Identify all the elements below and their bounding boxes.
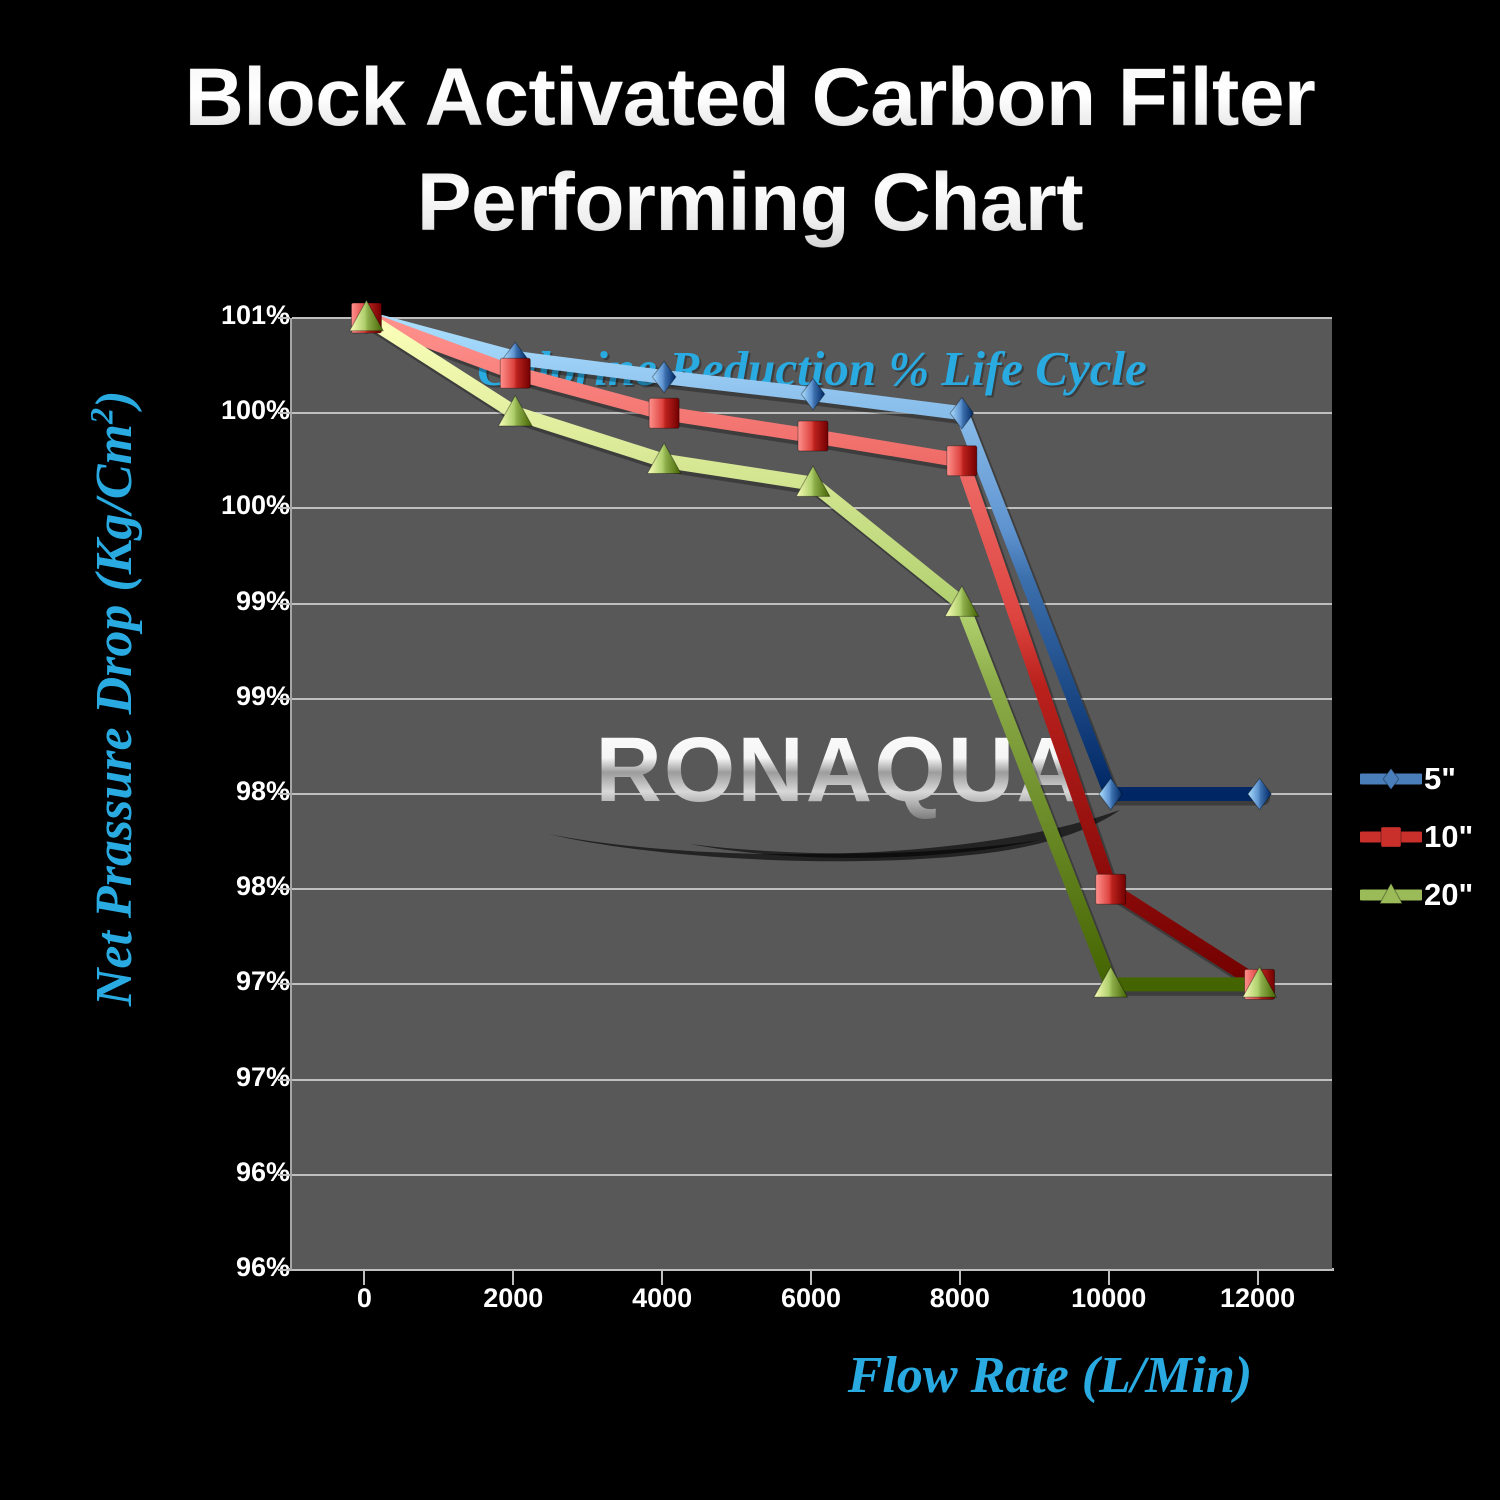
- y-tick-label: 99%: [235, 585, 290, 616]
- y-tick-mark: [278, 317, 290, 319]
- y-tick-mark: [278, 1269, 290, 1271]
- y-tick-label: 100%: [220, 490, 290, 521]
- y-tick-label: 96%: [235, 1252, 290, 1282]
- data-point: [651, 360, 677, 394]
- data-point: [497, 394, 533, 427]
- legend-label: 20": [1424, 877, 1474, 912]
- legend-label: 5": [1424, 761, 1456, 796]
- plot-area: Chlorine Reduction % Life Cycle RONAQUA: [290, 299, 1332, 1271]
- x-tick-mark: [363, 1271, 366, 1285]
- data-point: [1098, 777, 1124, 811]
- legend-marker-square-icon: [1356, 822, 1426, 852]
- data-point: [797, 420, 829, 452]
- data-point: [946, 445, 978, 477]
- y-tick-mark: [278, 507, 290, 510]
- y-tick-label: 98%: [235, 871, 290, 902]
- series-plot: [348, 299, 1278, 1000]
- data-point: [1093, 965, 1129, 998]
- gridline: [292, 507, 1332, 510]
- legend-label: 10": [1424, 819, 1474, 854]
- y-tick-mark: [278, 697, 290, 700]
- data-point: [949, 396, 975, 430]
- gridline: [292, 697, 1332, 700]
- x-tick-mark: [512, 1271, 515, 1285]
- data-point: [944, 584, 980, 617]
- data-point: [795, 464, 831, 497]
- y-tick-mark: [278, 412, 290, 415]
- data-point: [1247, 777, 1272, 811]
- legend-item[interactable]: 10": [1356, 808, 1500, 866]
- gridline: [292, 602, 1332, 605]
- data-point: [648, 397, 680, 429]
- y-tick-label: 98%: [235, 776, 290, 806]
- legend-marker-triangle-icon: [1356, 880, 1426, 910]
- x-tick-label: 8000: [929, 1283, 990, 1313]
- y-tick-label: 100%: [220, 395, 290, 426]
- gridline: [292, 412, 1332, 415]
- data-point: [800, 377, 826, 411]
- x-tick-label: 10000: [1071, 1283, 1147, 1313]
- data-point: [646, 442, 682, 475]
- y-tick-label: 99%: [235, 680, 290, 711]
- data-point: [1241, 965, 1278, 998]
- y-tick-label: 96%: [235, 1156, 290, 1187]
- x-tick-mark: [1256, 1271, 1259, 1285]
- x-tick-label: 4000: [632, 1283, 693, 1313]
- legend: 5" 10" 20": [1356, 750, 1500, 924]
- page-title: Block Activated Carbon Filter Performing…: [0, 46, 1500, 256]
- y-tick-mark: [278, 983, 290, 986]
- legend-marker-diamond-icon: [1356, 764, 1426, 794]
- x-tick-mark: [661, 1271, 664, 1285]
- x-tick-label: 12000: [1220, 1283, 1296, 1313]
- y-tick-label: 97%: [235, 1061, 290, 1092]
- gridline: [292, 317, 1332, 319]
- legend-item[interactable]: 5": [1356, 750, 1500, 808]
- y-tick-mark: [278, 793, 290, 795]
- series-markers-1: [354, 301, 1272, 811]
- gridline: [292, 983, 1332, 986]
- gridline: [292, 1078, 1332, 1081]
- y-tick-label: 97%: [235, 966, 290, 997]
- y-tick-mark: [278, 602, 290, 605]
- legend-item[interactable]: 20": [1356, 866, 1500, 924]
- y-tick-mark: [278, 888, 290, 891]
- series-markers-3: [348, 299, 1278, 998]
- series-3: [359, 311, 1271, 996]
- gridline: [292, 888, 1332, 891]
- data-point: [348, 299, 385, 332]
- x-tick-label: 0: [356, 1283, 372, 1313]
- x-axis-title: Flow Rate (L/Min): [847, 1347, 1253, 1404]
- series-2: [359, 311, 1271, 996]
- gridline: [292, 1173, 1332, 1176]
- gridline: [292, 793, 1332, 795]
- y-tick-label: 101%: [220, 300, 290, 330]
- x-tick-mark: [958, 1271, 961, 1285]
- data-point: [1095, 873, 1127, 905]
- x-tick-mark: [1107, 1271, 1110, 1285]
- data-point: [499, 357, 531, 389]
- y-tick-mark: [278, 1078, 290, 1081]
- x-tick-label: 6000: [780, 1283, 842, 1313]
- gridline: [292, 1269, 1332, 1271]
- x-tick-label: 2000: [483, 1283, 544, 1313]
- x-tick-mark: [810, 1271, 812, 1285]
- y-tick-mark: [278, 1173, 290, 1176]
